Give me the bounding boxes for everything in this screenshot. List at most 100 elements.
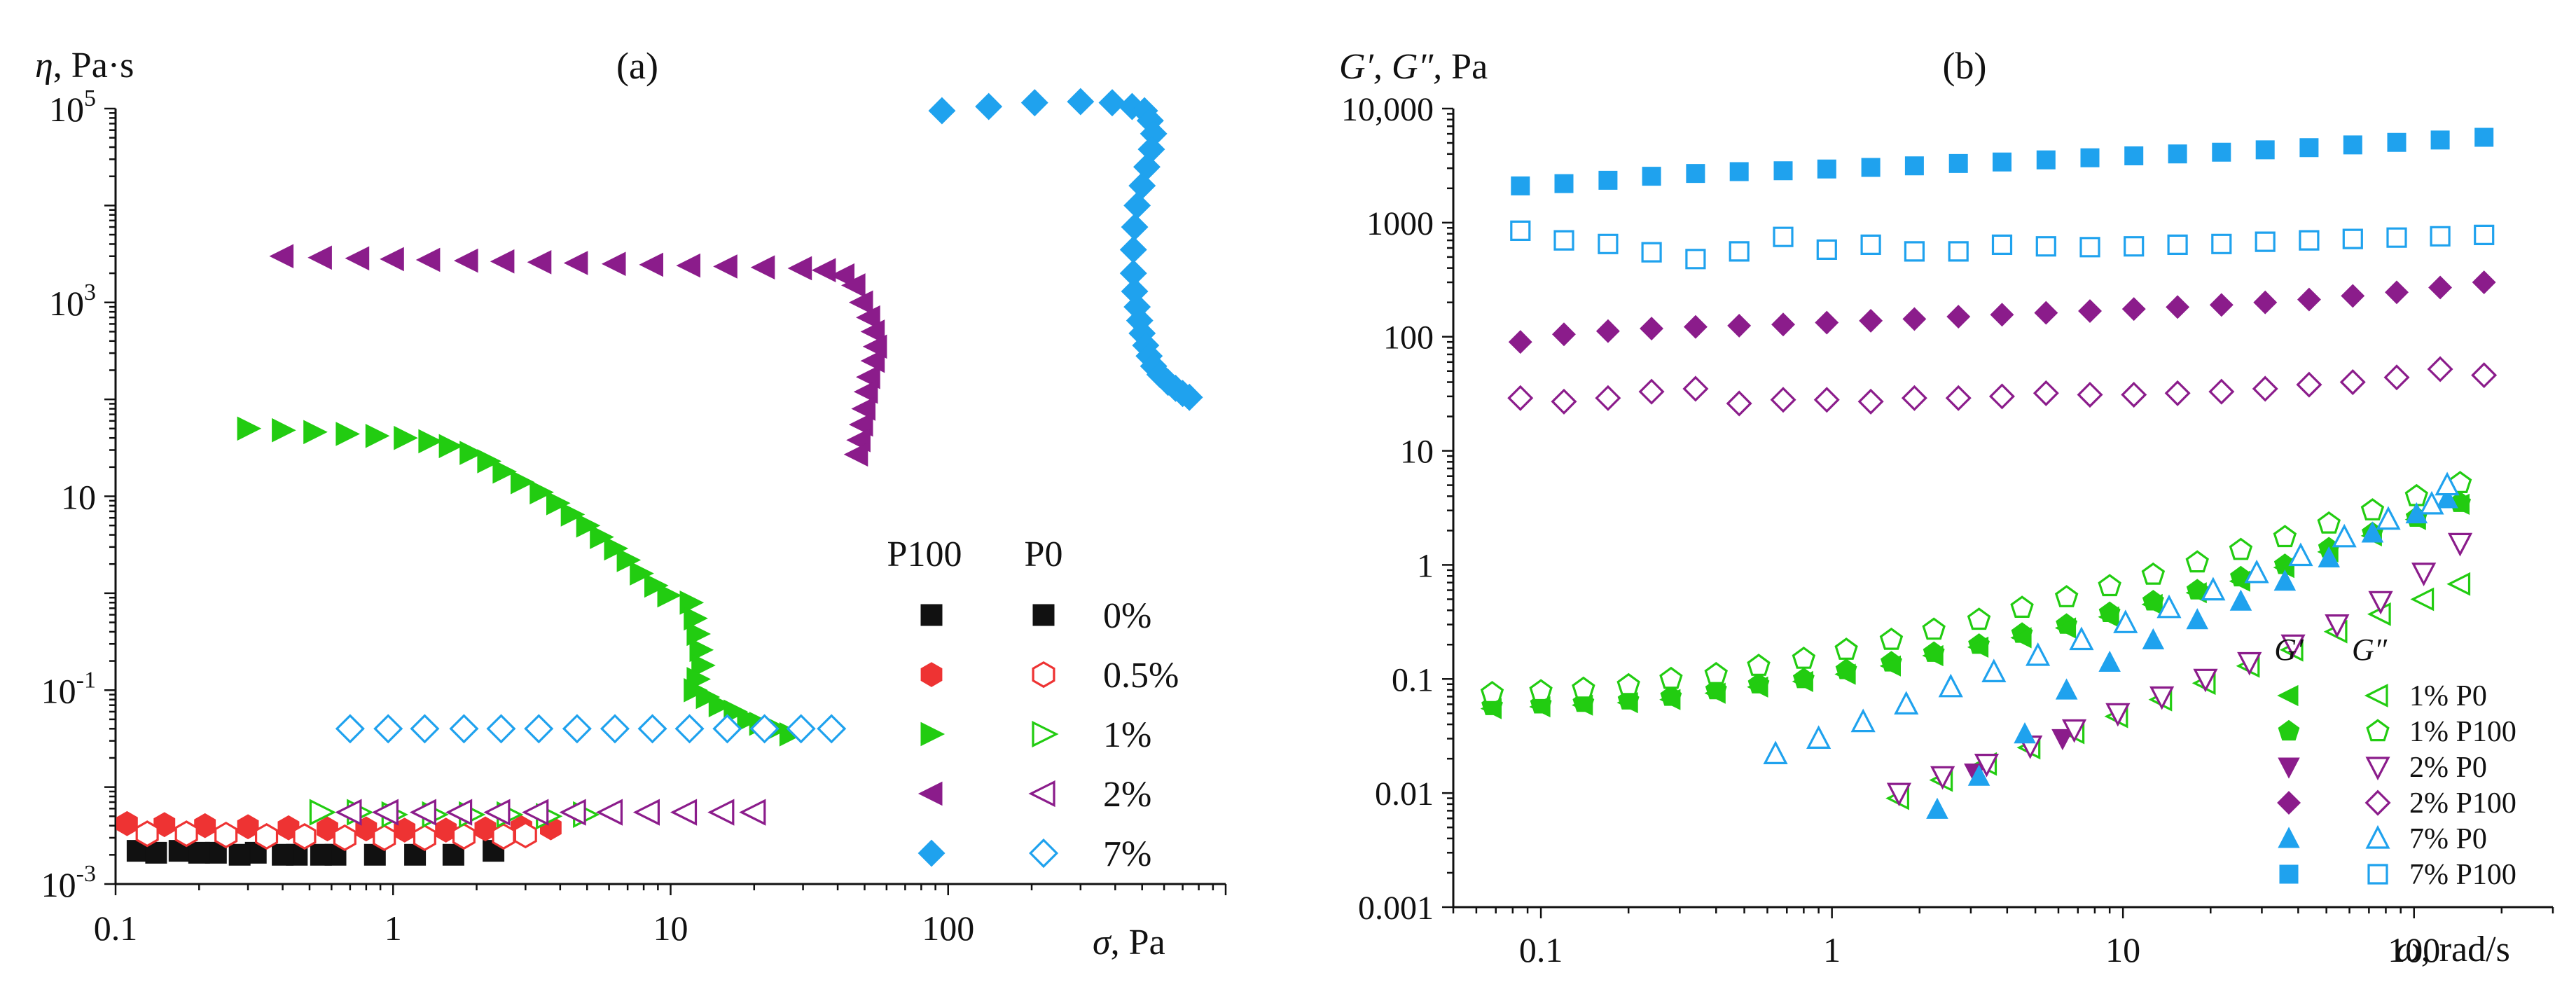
series-1-p100-g-	[1480, 471, 2472, 703]
legend-marker-p0	[1032, 661, 1055, 689]
data-point	[1991, 234, 2013, 255]
data-point	[546, 490, 571, 516]
data-point	[2430, 226, 2451, 247]
data-point	[1119, 235, 1147, 263]
legend-marker-p100	[917, 781, 943, 806]
data-point	[2229, 537, 2253, 560]
legend-marker-g-prime	[2278, 827, 2300, 848]
data-point	[449, 714, 479, 744]
data-point	[637, 714, 667, 744]
data-point	[2447, 532, 2473, 557]
data-point	[1859, 308, 1883, 333]
data-point	[2317, 511, 2341, 534]
legend-label: 1% P0	[2409, 680, 2487, 712]
data-point	[2474, 127, 2494, 147]
data-point	[830, 263, 854, 288]
data-point	[2436, 487, 2458, 509]
x-tick-label: 0.1	[94, 909, 138, 948]
x-axis-title: ω, rad/s	[2395, 930, 2510, 969]
data-point	[2360, 498, 2385, 520]
y-tick-label: 100	[1383, 319, 1434, 357]
data-point	[1834, 637, 1858, 660]
data-point	[1067, 88, 1095, 116]
legend-marker-g-double-prime	[2364, 684, 2388, 707]
data-point	[459, 441, 484, 465]
legend-marker-g-prime	[2277, 791, 2301, 815]
data-point	[310, 843, 332, 866]
data-point	[1816, 239, 1837, 260]
legend-label: 0.5%	[1103, 656, 1179, 696]
data-point	[1572, 676, 1595, 699]
legend-label: 2% P100	[2409, 787, 2516, 820]
data-point	[2186, 608, 2209, 630]
data-point	[600, 714, 630, 744]
series-2-p100	[269, 244, 887, 467]
data-point	[1020, 89, 1048, 117]
x-tick-label: 0.1	[1519, 930, 1563, 969]
data-point	[413, 824, 436, 852]
data-point	[562, 714, 592, 744]
data-point	[373, 824, 396, 852]
data-point	[513, 821, 537, 849]
data-point	[1529, 679, 1553, 702]
data-point	[255, 822, 279, 850]
x-tick-label: 1	[1823, 930, 1841, 969]
panel-title-b: (b)	[1943, 45, 1987, 87]
data-point	[2474, 224, 2495, 245]
data-point	[194, 813, 216, 838]
data-point	[307, 245, 332, 270]
data-point	[2318, 546, 2341, 567]
legend-marker-g-double-prime	[2367, 864, 2388, 885]
y-tick-label: 10-3	[41, 861, 96, 904]
data-point	[1598, 170, 1618, 190]
data-point	[309, 799, 336, 826]
data-point	[1123, 191, 1151, 219]
data-point	[2078, 299, 2103, 324]
data-point	[373, 714, 403, 744]
data-point	[483, 799, 511, 826]
data-point	[739, 799, 766, 826]
data-point	[1860, 234, 1881, 255]
data-point	[1642, 167, 1661, 186]
data-point	[1922, 644, 1944, 667]
data-point	[2105, 703, 2131, 727]
series-7-p0	[335, 714, 847, 744]
data-point	[333, 824, 356, 852]
data-point	[712, 714, 742, 744]
data-point	[492, 822, 515, 850]
legend-marker-p0	[1028, 780, 1055, 808]
data-point	[529, 480, 554, 505]
data-point	[371, 799, 399, 826]
series-7-p100-g-	[1511, 127, 2494, 195]
data-point	[695, 684, 721, 710]
legend-label: 7% P0	[2409, 823, 2487, 855]
legend-marker-p100	[920, 604, 943, 626]
data-point	[394, 425, 418, 450]
data-point	[415, 247, 441, 272]
data-point	[2166, 295, 2190, 319]
data-point	[1508, 330, 1532, 354]
data-point	[2332, 523, 2357, 548]
data-point	[2079, 237, 2100, 258]
data-point	[1773, 226, 1794, 247]
panel-b-moduli-chart: 0.1 1 10 100 0.001 0.01 0.1 1 10 100 1000 10,000 (b)…	[1339, 45, 2554, 969]
legend-header-p100: P100	[887, 534, 962, 574]
legend-label: 1% P100	[2409, 716, 2516, 748]
panel-a-rheology-viscosity-chart: 0.1 1 10 100 10-3 10-1 10 103 105 (a) η, Pa·s σ, Pa…	[35, 45, 1227, 962]
data-point	[1683, 315, 1708, 339]
data-point	[2193, 668, 2218, 693]
data-point	[1904, 156, 1924, 176]
data-point	[2325, 614, 2350, 638]
data-point	[1930, 766, 1955, 790]
data-point	[2428, 275, 2453, 300]
data-point	[2296, 371, 2322, 398]
data-point	[293, 822, 317, 850]
legend-marker-g-double-prime	[2366, 719, 2390, 742]
y-tick-label: 1000	[1366, 205, 1434, 242]
data-point	[2411, 562, 2437, 586]
data-point	[2385, 280, 2409, 305]
data-point	[2273, 569, 2297, 591]
legend: P100 P0 0% 0.5% 1% 2% 7%	[887, 534, 1179, 874]
data-point	[684, 677, 708, 703]
